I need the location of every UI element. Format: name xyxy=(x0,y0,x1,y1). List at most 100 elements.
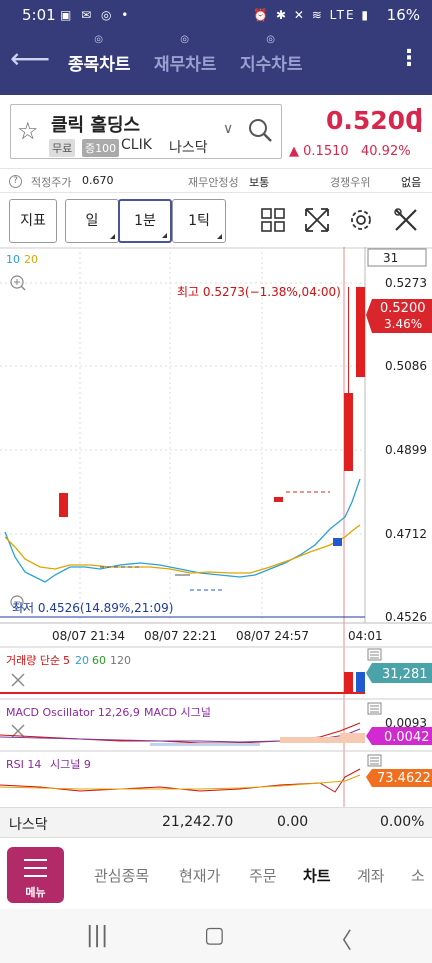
menu-item-quote[interactable]: 현재가 xyxy=(179,867,221,885)
ma10-label: 10 xyxy=(6,253,20,266)
back-arrow-icon[interactable]: ⟵ xyxy=(10,42,51,75)
panel-menu-icon[interactable] xyxy=(367,648,382,661)
minute-label: 1분 xyxy=(134,213,156,229)
android-nav-bar: ||| ▢ 〈 xyxy=(0,909,432,963)
macd-signal-label: MACD 시그널 xyxy=(144,706,211,719)
fair-price-label: 적정주가 xyxy=(31,176,72,189)
close-icon[interactable] xyxy=(11,673,25,687)
menu-item-more[interactable]: 소 xyxy=(411,867,425,885)
candle-count-box[interactable] xyxy=(367,248,427,267)
bottom-menu: 메뉴 관심종목 현재가 주문 차트 계좌 소 xyxy=(0,837,432,909)
current-price: 0.5200 xyxy=(326,106,423,135)
panel-menu-icon[interactable] xyxy=(367,702,382,715)
tab-label: 종목차트 xyxy=(68,55,131,75)
status-bar: 5:01 ▣ ✉ ◎ • ⏰ ✱ ✕ ≋ LTE ▮ 16% xyxy=(0,0,432,30)
fullscreen-icon[interactable] xyxy=(304,207,330,233)
ma20-line xyxy=(4,524,361,574)
macd-scale-label: 0.0093 xyxy=(385,716,427,730)
hamburger-icon xyxy=(24,859,47,877)
star-icon[interactable]: ☆ xyxy=(17,117,39,145)
candle xyxy=(274,497,283,502)
more-vert-icon[interactable]: ⋮ xyxy=(398,46,420,71)
macd-label: MACD Oscillator 12,26,9 xyxy=(6,706,140,719)
stability-label: 재무안정성 xyxy=(188,176,239,189)
market-index-row[interactable]: 나스닥 21,242.70 0.00 0.00% xyxy=(0,807,432,837)
rsi-label: RSI 14 xyxy=(6,758,41,771)
candle-count: 31 xyxy=(383,251,398,265)
system-icons: ⏰ ✱ ✕ ≋ LTE ▮ xyxy=(253,8,370,22)
price-marker xyxy=(417,108,421,132)
volume-ma20: 20 xyxy=(75,654,89,667)
search-icon[interactable] xyxy=(247,117,273,143)
zoom-in-icon[interactable] xyxy=(10,275,26,291)
tab-financial-chart[interactable]: ◎ 재무차트 xyxy=(154,34,217,75)
volume-tag xyxy=(366,663,432,683)
stability-value: 보통 xyxy=(249,176,270,189)
grid-layout-icon[interactable] xyxy=(260,207,286,233)
price-scale-label: 0.4526 xyxy=(385,610,427,624)
tab-stock-chart[interactable]: ◎ 종목차트 xyxy=(68,34,131,75)
zoom-out-icon[interactable] xyxy=(10,595,26,611)
menu-button[interactable]: 메뉴 xyxy=(7,847,64,903)
period-minute-button[interactable]: 1분 xyxy=(118,199,172,243)
close-icon[interactable] xyxy=(11,724,25,738)
day-label: 일 xyxy=(85,213,99,229)
rsi-tag-value: 73.4622 xyxy=(377,771,431,786)
period-tick-button[interactable]: 1틱 xyxy=(172,199,226,243)
stock-ticker: CLIK xyxy=(121,137,152,153)
period-day-button[interactable]: 일 xyxy=(65,199,119,243)
tab-indicator-icon: ◎ xyxy=(266,34,276,45)
notification-icons: ▣ ✉ ◎ • xyxy=(60,8,132,22)
market-name: 나스닥 xyxy=(9,817,48,833)
menu-item-chart[interactable]: 차트 xyxy=(303,867,331,885)
menu-item-order[interactable]: 주문 xyxy=(249,867,277,885)
volume-bar xyxy=(356,672,365,694)
gear-icon[interactable] xyxy=(348,207,374,233)
market-value: 21,242.70 xyxy=(162,814,234,830)
indicator-label: 지표 xyxy=(20,213,46,229)
candle xyxy=(356,287,365,377)
chevron-down-icon[interactable]: ∨ xyxy=(223,121,234,137)
menu-item-watchlist[interactable]: 관심종목 xyxy=(94,867,150,885)
volume-ma120: 120 xyxy=(110,654,131,667)
current-pct-tag-value: 3.46% xyxy=(384,317,422,331)
menu-item-account[interactable]: 계좌 xyxy=(357,867,385,885)
fair-price-value: 0.670 xyxy=(82,174,114,187)
back-icon[interactable]: 〈 xyxy=(330,929,353,954)
candle xyxy=(344,393,353,471)
price-chart[interactable]: 10 20 31 최고 0.5273(−1.38%,04:00) 최저 0.45… xyxy=(0,247,432,837)
tab-indicator-icon: ◎ xyxy=(180,34,190,45)
current-price-tag-value: 0.5200 xyxy=(380,301,426,316)
volume-tag-value: 31,281 xyxy=(382,667,428,682)
time-label: 04:01 xyxy=(348,629,383,643)
ma10-line xyxy=(4,478,361,583)
volume-label: 거래량 단순 xyxy=(6,654,60,667)
volume-bar xyxy=(344,672,353,694)
home-icon[interactable]: ▢ xyxy=(204,923,225,948)
help-icon[interactable]: ? xyxy=(9,175,22,188)
tools-icon[interactable] xyxy=(393,207,419,233)
stock-selector[interactable]: ☆ 클릭 홀딩스 무료 증100 CLIK 나스닥 ∨ xyxy=(10,104,282,159)
rsi-line xyxy=(0,768,361,793)
competition-value: 없음 xyxy=(401,176,422,189)
tick-label: 1틱 xyxy=(188,213,210,229)
rsi-tag xyxy=(366,769,432,787)
time-label: 08/07 24:57 xyxy=(236,629,309,643)
macd-tag xyxy=(366,727,432,745)
recent-apps-icon[interactable]: ||| xyxy=(86,923,109,948)
battery-level: 16% xyxy=(386,6,420,24)
price-scale-label: 0.4899 xyxy=(385,443,427,457)
margin-badge: 증100 xyxy=(82,139,120,157)
low-label: 최저 0.4526(14.89%,21:09) xyxy=(12,601,173,615)
current-price-tag xyxy=(366,299,432,333)
volume-ma5: 5 xyxy=(63,654,70,667)
market-change: 0.00 xyxy=(277,814,309,830)
candle xyxy=(59,493,68,517)
time-label: 08/07 22:21 xyxy=(144,629,217,643)
indicator-button[interactable]: 지표 xyxy=(9,199,57,243)
tab-index-chart[interactable]: ◎ 지수차트 xyxy=(240,34,303,75)
candle xyxy=(333,538,342,546)
high-label: 최고 0.5273(−1.38%,04:00) xyxy=(177,285,341,299)
macd-tag-value: 0.0042 xyxy=(384,730,430,745)
panel-menu-icon[interactable] xyxy=(367,754,382,767)
